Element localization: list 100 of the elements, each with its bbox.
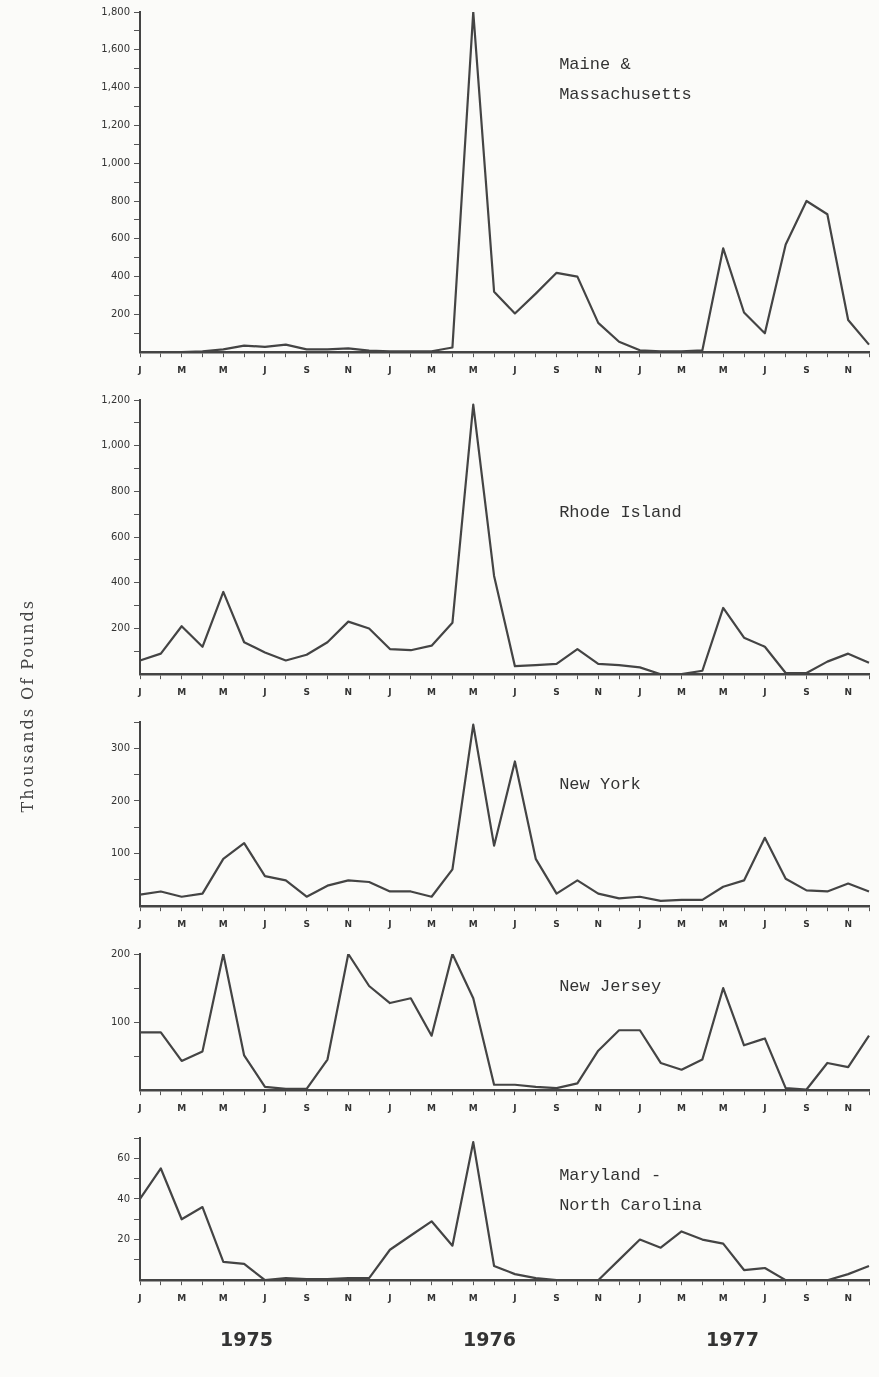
x-tick-label: J (262, 686, 267, 697)
x-tick-label: S (803, 686, 810, 697)
x-tick-label: M (677, 1102, 687, 1113)
x-tick-label: N (344, 364, 353, 375)
y-tick-label: 800 (110, 194, 130, 206)
x-tick-label: M (718, 686, 728, 697)
x-tick-label: M (218, 686, 228, 697)
x-tick-label: S (553, 364, 560, 375)
x-tick-label: M (427, 1292, 437, 1303)
x-tick-label: J (262, 918, 267, 929)
x-tick-label: J (262, 1292, 267, 1303)
text: 1977 (706, 1328, 759, 1350)
x-tick-label: J (637, 686, 642, 697)
x-tick-label: N (844, 918, 852, 929)
x-tick-label: J (262, 1102, 267, 1113)
y-tick-label: 1,200 (101, 393, 130, 405)
x-tick-label: S (553, 1102, 560, 1113)
y-tick-label: 400 (110, 576, 130, 588)
y-tick-label: 400 (110, 270, 130, 282)
x-tick-label: N (844, 1292, 852, 1303)
x-tick-label: J (637, 1292, 642, 1303)
x-tick-label: N (594, 1292, 602, 1303)
x-tick-label: M (677, 364, 687, 375)
x-tick-label: J (637, 364, 642, 375)
x-tick-label: M (177, 918, 187, 929)
x-tick-label: M (177, 1292, 187, 1303)
x-tick-label: S (803, 918, 810, 929)
x-tick-label: M (468, 364, 478, 375)
y-tick-label: 1,800 (101, 5, 130, 17)
text: Maine & Massachusetts (559, 54, 693, 106)
y-tick-label: 1,000 (101, 439, 130, 451)
x-tick-label: J (762, 1292, 767, 1303)
x-tick-label: M (427, 918, 437, 929)
x-tick-label: S (553, 918, 560, 929)
y-tick-label: 600 (110, 232, 130, 244)
x-tick-label: M (468, 918, 478, 929)
x-tick-label: M (427, 364, 437, 375)
x-tick-label: N (344, 1292, 353, 1303)
x-tick-label: J (762, 686, 767, 697)
x-tick-label: S (303, 364, 310, 375)
x-tick-label: M (218, 1292, 228, 1303)
x-tick-label: S (303, 918, 310, 929)
x-tick-label: J (512, 1292, 517, 1303)
y-tick-label: 800 (110, 484, 130, 496)
x-tick-label: J (762, 918, 767, 929)
x-tick-label: J (762, 1102, 767, 1113)
x-tick-label: J (262, 364, 267, 375)
x-tick-label: J (137, 1292, 142, 1303)
x-tick-label: M (218, 918, 228, 929)
x-tick-label: J (637, 1102, 642, 1113)
x-tick-label: S (553, 1292, 560, 1303)
y-tick-label: 1,200 (101, 118, 130, 130)
y-tick-label: 20 (117, 1233, 130, 1245)
x-tick-label: N (594, 1102, 602, 1113)
y-tick-label: 200 (110, 794, 130, 806)
x-tick-label: J (137, 918, 142, 929)
x-tick-label: J (137, 364, 142, 375)
x-tick-label: N (594, 918, 602, 929)
x-tick-label: N (844, 364, 852, 375)
x-tick-label: M (427, 686, 437, 697)
y-tick-label: 200 (110, 947, 130, 959)
x-tick-label: J (387, 1102, 392, 1113)
x-tick-label: M (468, 1292, 478, 1303)
text: Maryland - North Carolina (559, 1165, 703, 1217)
x-tick-label: S (303, 1292, 310, 1303)
y-tick-label: 200 (110, 307, 130, 319)
x-tick-label: J (137, 686, 142, 697)
x-tick-label: M (718, 364, 728, 375)
y-tick-label: 1,400 (101, 81, 130, 93)
x-tick-label: M (427, 1102, 437, 1113)
y-tick-label: 300 (110, 741, 130, 753)
x-tick-label: J (512, 686, 517, 697)
x-tick-label: J (512, 364, 517, 375)
y-tick-label: 40 (117, 1192, 130, 1204)
x-tick-label: N (594, 364, 602, 375)
y-tick-label: 600 (110, 530, 130, 542)
x-tick-label: M (677, 686, 687, 697)
x-tick-label: N (844, 686, 852, 697)
x-tick-label: M (718, 918, 728, 929)
x-tick-label: N (344, 1102, 353, 1113)
x-tick-label: N (344, 686, 353, 697)
x-tick-label: J (512, 1102, 517, 1113)
x-tick-label: M (177, 1102, 187, 1113)
x-tick-label: N (844, 1102, 852, 1113)
text: 1975 (220, 1328, 273, 1350)
y-tick-label: 100 (110, 1015, 130, 1027)
text: New Jersey (559, 976, 663, 998)
x-tick-label: M (177, 686, 187, 697)
x-tick-label: J (387, 918, 392, 929)
x-tick-label: S (803, 364, 810, 375)
x-tick-label: S (803, 1102, 810, 1113)
x-tick-label: J (512, 918, 517, 929)
y-axis-title: Thousands Of Pounds (18, 599, 37, 813)
text: 1976 (463, 1328, 516, 1350)
text: New York (559, 774, 642, 796)
x-tick-label: N (594, 686, 602, 697)
x-tick-label: M (218, 364, 228, 375)
y-tick-label: 100 (110, 847, 130, 859)
y-tick-label: 1,600 (101, 43, 130, 55)
x-tick-label: M (718, 1102, 728, 1113)
